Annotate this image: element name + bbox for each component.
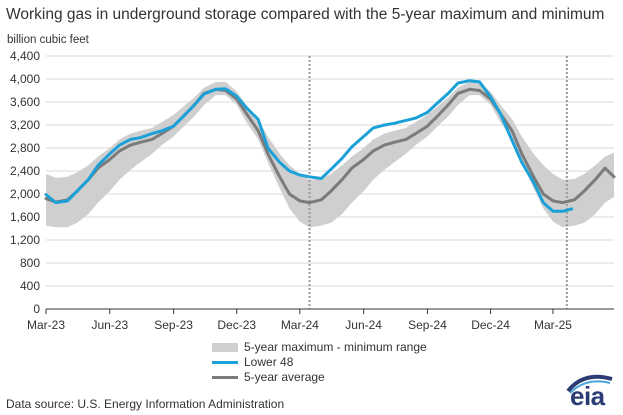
range-band bbox=[46, 81, 614, 228]
series-lines bbox=[44, 79, 616, 213]
range-band-area bbox=[46, 81, 614, 228]
legend-label-range: 5-year maximum - minimum range bbox=[244, 340, 427, 354]
chart-title: Working gas in underground storage compa… bbox=[6, 6, 605, 23]
x-tick-label: Jun-24 bbox=[345, 318, 382, 332]
legend: 5-year maximum - minimum range Lower 48 … bbox=[212, 340, 427, 385]
eia-logo-text: eia bbox=[570, 381, 605, 411]
x-tick-label: Sep-24 bbox=[408, 318, 447, 332]
y-tick-label: 4,400 bbox=[10, 49, 40, 63]
y-tick-label: 0 bbox=[33, 302, 40, 316]
y-tick-label: 1,200 bbox=[10, 233, 40, 247]
legend-swatch-range bbox=[212, 343, 238, 352]
x-tick-label: Jun-23 bbox=[91, 318, 128, 332]
data-source: Data source: U.S. Energy Information Adm… bbox=[6, 397, 285, 411]
series-line-lower48 bbox=[44, 79, 574, 213]
y-tick-label: 2,400 bbox=[10, 164, 40, 178]
y-tick-label: 2,000 bbox=[10, 187, 40, 201]
legend-label-avg: 5-year average bbox=[244, 370, 325, 384]
x-tick-labels: Mar-23 Jun-23 Sep-23 Dec-23 Mar-24 Jun-24 Sep-… bbox=[27, 318, 572, 332]
legend-item-avg: 5-year average bbox=[212, 370, 427, 385]
legend-item-range: 5-year maximum - minimum range bbox=[212, 340, 427, 355]
y-tick-labels: 0 400 800 1,200 1,600 2,000 2,400 2,800 3,200 3,6… bbox=[10, 49, 40, 316]
eia-logo-arc-icon bbox=[566, 374, 613, 394]
x-tick-label: Mar-23 bbox=[27, 318, 65, 332]
x-tick-label: Dec-23 bbox=[217, 318, 256, 332]
y-axis-label: billion cubic feet bbox=[7, 34, 89, 46]
y-tick-label: 800 bbox=[20, 256, 40, 270]
x-tick-label: Mar-25 bbox=[534, 318, 572, 332]
x-tick-label: Dec-24 bbox=[471, 318, 510, 332]
y-tick-label: 3,600 bbox=[10, 95, 40, 109]
x-tick-label: Mar-24 bbox=[281, 318, 319, 332]
legend-item-lower48: Lower 48 bbox=[212, 355, 427, 370]
series-line-5yr-average bbox=[44, 87, 616, 205]
y-tick-label: 2,800 bbox=[10, 141, 40, 155]
eia-logo: eia bbox=[562, 371, 618, 411]
legend-swatch-avg bbox=[212, 376, 238, 379]
axes bbox=[45, 308, 614, 314]
y-tick-label: 1,600 bbox=[10, 210, 40, 224]
y-tick-label: 4,000 bbox=[10, 72, 40, 86]
x-tick-label: Sep-23 bbox=[154, 318, 193, 332]
legend-label-lower48: Lower 48 bbox=[244, 355, 294, 369]
y-tick-label: 3,200 bbox=[10, 118, 40, 132]
legend-swatch-lower48 bbox=[212, 361, 238, 364]
y-tick-label: 400 bbox=[20, 279, 40, 293]
